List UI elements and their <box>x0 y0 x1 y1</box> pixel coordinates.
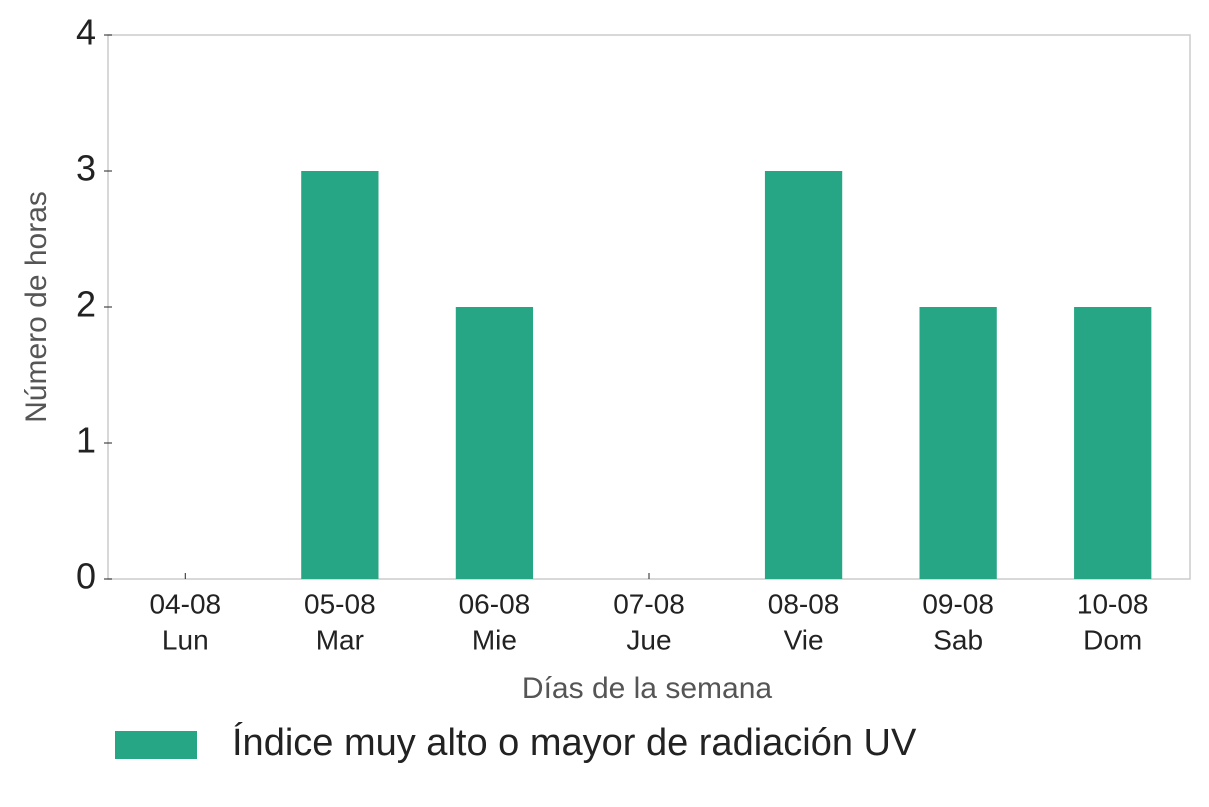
bar <box>1074 307 1152 579</box>
x-tick-label: 07-08 <box>613 588 685 619</box>
y-tick-label: 4 <box>76 12 96 53</box>
legend-label: Índice muy alto o mayor de radiación UV <box>232 721 917 764</box>
x-tick-label: 05-08 <box>304 588 376 619</box>
y-tick-label: 0 <box>76 556 96 597</box>
bar <box>764 171 843 579</box>
x-tick-label: 08-08 <box>768 588 840 619</box>
x-tick-label: Vie <box>784 624 824 655</box>
x-tick-label: Mar <box>316 624 364 655</box>
y-tick-label: 1 <box>76 420 96 461</box>
legend-swatch <box>115 731 197 759</box>
y-tick-label: 2 <box>76 284 96 325</box>
x-axis-label: Días de la semana <box>522 672 772 705</box>
x-tick-label: Lun <box>162 624 209 655</box>
x-tick-label: 04-08 <box>149 588 221 619</box>
x-tick-label: Jue <box>626 624 671 655</box>
x-tick-label: 10-08 <box>1077 588 1149 619</box>
plot-frame <box>107 34 1191 580</box>
bar <box>455 307 534 579</box>
x-tick-label: 06-08 <box>459 588 531 619</box>
x-tick-label: Dom <box>1083 624 1142 655</box>
bar <box>301 171 379 579</box>
bar <box>919 307 997 579</box>
y-tick-label: 3 <box>76 148 96 189</box>
x-tick-label: 09-08 <box>922 588 994 619</box>
y-axis-label: Número de horas <box>20 191 53 423</box>
x-tick-label: Mie <box>472 624 517 655</box>
x-tick-label: Sab <box>933 624 983 655</box>
